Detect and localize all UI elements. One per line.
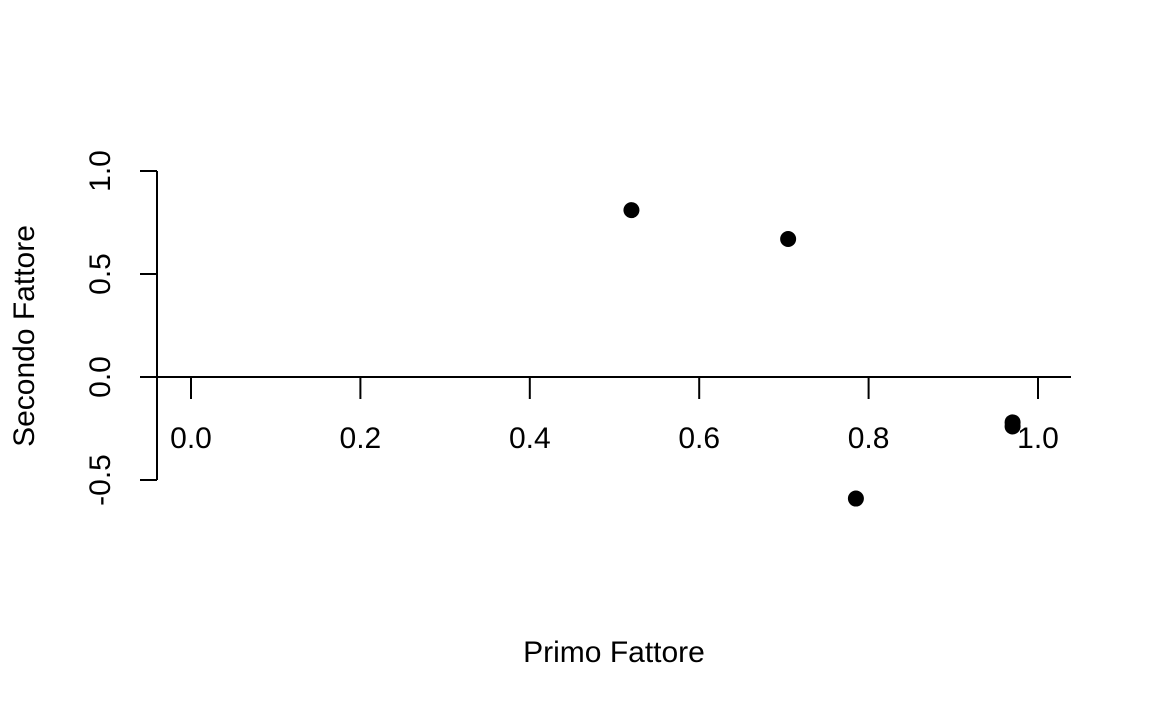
data-point	[1004, 418, 1021, 435]
y-tick-label: 0.5	[84, 253, 117, 295]
y-tick-label: 0.0	[84, 356, 117, 398]
y-tick-label: -0.5	[84, 454, 117, 506]
x-axis-ticks: 0.0 0.2 0.4 0.6 0.8 1.0	[170, 377, 1059, 455]
x-tick-label: 0.0	[170, 422, 212, 455]
x-tick-label: 1.0	[1017, 422, 1059, 455]
plot-area: -0.5 0.0 0.5 1.0 0.0 0.2 0.4 0.6 0.8 1.0	[84, 150, 1071, 507]
x-tick-label: 0.6	[678, 422, 720, 455]
data-point	[780, 230, 797, 247]
y-axis-ticks: -0.5 0.0 0.5 1.0	[84, 150, 157, 506]
data-point	[623, 202, 640, 219]
data-points	[623, 202, 1021, 507]
y-tick-label: 1.0	[84, 150, 117, 192]
x-axis-title: Primo Fattore	[523, 636, 705, 669]
x-tick-label: 0.2	[340, 422, 382, 455]
x-tick-label: 0.8	[848, 422, 890, 455]
x-tick-label: 0.4	[509, 422, 551, 455]
y-axis-title: Secondo Fattore	[8, 225, 41, 447]
data-point	[847, 490, 864, 507]
